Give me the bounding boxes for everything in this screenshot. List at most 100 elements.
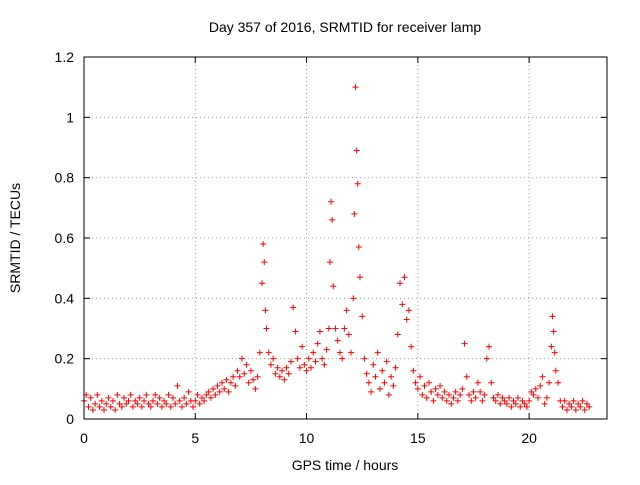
data-point (555, 379, 562, 386)
plot-area (84, 57, 607, 419)
y-tick-label: 1 (66, 109, 74, 125)
data-point (530, 391, 537, 398)
data-point (232, 382, 239, 389)
data-point (372, 373, 379, 380)
data-point (216, 388, 223, 395)
data-point (517, 403, 524, 410)
data-point (105, 394, 112, 401)
data-point (414, 385, 421, 392)
data-point (201, 397, 208, 404)
chart-title: Day 357 of 2016, SRMTID for receiver lam… (209, 19, 482, 35)
data-point (374, 349, 381, 356)
data-point (526, 397, 533, 404)
data-point (167, 403, 174, 410)
data-point (506, 394, 513, 401)
data-point (439, 394, 446, 401)
data-point (572, 406, 579, 413)
data-point (397, 280, 404, 287)
y-tick-label: 0 (66, 411, 74, 427)
data-point (537, 382, 544, 389)
data-point (127, 391, 134, 398)
data-point (254, 373, 261, 380)
data-point (325, 325, 332, 332)
data-point (225, 388, 232, 395)
data-point (227, 379, 234, 386)
data-point (98, 397, 105, 404)
data-point (361, 355, 368, 362)
data-point (256, 349, 263, 356)
data-point (236, 373, 243, 380)
data-point (486, 343, 493, 350)
data-point (450, 394, 457, 401)
data-point (368, 388, 375, 395)
data-point (359, 313, 366, 320)
data-point (312, 358, 319, 365)
data-point (170, 394, 177, 401)
data-point (490, 394, 497, 401)
data-point (281, 376, 288, 383)
data-point (479, 397, 486, 404)
data-point (326, 259, 333, 266)
data-point (134, 400, 141, 407)
data-point (174, 382, 181, 389)
data-point (339, 355, 346, 362)
data-point (303, 367, 310, 374)
data-point (532, 385, 539, 392)
x-tick-label: 20 (521, 430, 537, 446)
data-point (267, 361, 274, 368)
data-point (89, 406, 96, 413)
data-point (379, 367, 386, 374)
data-point (430, 397, 437, 404)
data-point (270, 355, 277, 362)
data-point (141, 397, 148, 404)
data-point (481, 391, 488, 398)
data-point (341, 325, 348, 332)
data-point (563, 406, 570, 413)
data-point (425, 379, 432, 386)
data-point (470, 388, 477, 395)
data-point (559, 403, 566, 410)
data-point (583, 400, 590, 407)
data-point (250, 376, 257, 383)
data-point (241, 370, 248, 377)
data-point (328, 198, 335, 205)
data-point (212, 391, 219, 398)
data-point (118, 403, 125, 410)
data-point (196, 400, 203, 407)
data-point (319, 355, 326, 362)
data-point (112, 406, 119, 413)
axis-ticks: 0 0.2 0.4 0.6 0.8 1 1.2 0 5 10 15 20 (55, 49, 607, 446)
data-point (510, 397, 517, 404)
data-point (107, 403, 114, 410)
data-point (376, 385, 383, 392)
data-point (468, 397, 475, 404)
data-point (245, 379, 252, 386)
data-point (512, 400, 519, 407)
data-point (323, 346, 330, 353)
data-point (101, 406, 108, 413)
data-point (145, 400, 152, 407)
data-point (355, 244, 362, 251)
data-point (437, 382, 444, 389)
data-point (499, 394, 506, 401)
data-point (432, 385, 439, 392)
data-point (412, 379, 419, 386)
data-point (285, 370, 292, 377)
data-point (354, 180, 361, 187)
data-point (261, 259, 268, 266)
data-point (543, 394, 550, 401)
data-point (156, 394, 163, 401)
data-point (443, 397, 450, 404)
data-point (457, 391, 464, 398)
y-tick-label: 0.4 (55, 290, 75, 306)
data-point (147, 403, 154, 410)
data-point (243, 361, 250, 368)
data-point (192, 397, 199, 404)
data-point (581, 406, 588, 413)
data-point (466, 391, 473, 398)
data-point (172, 400, 179, 407)
data-point (548, 343, 555, 350)
data-point (399, 301, 406, 308)
data-point (296, 364, 303, 371)
